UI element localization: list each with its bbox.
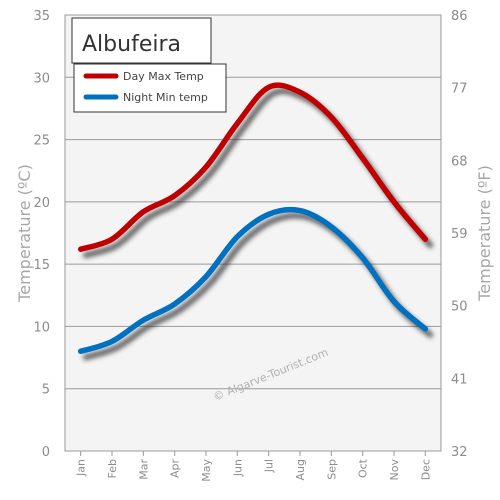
legend: Day Max Temp Night Min temp: [73, 63, 227, 113]
x-tick-label: Sep: [325, 459, 338, 480]
y-right-tick-label: 41: [451, 372, 468, 387]
x-tick-label: Apr: [169, 459, 182, 479]
y-tick-label: 35: [33, 9, 50, 24]
x-tick-label: Jul: [263, 459, 276, 473]
x-tick-label: Nov: [388, 459, 401, 481]
y-right-tick-label: 32: [451, 445, 468, 460]
y-tick-label: 15: [33, 258, 50, 273]
legend-box: [73, 63, 227, 113]
legend-label-1: Night Min temp: [123, 91, 208, 104]
x-tick-label: May: [200, 459, 213, 482]
chart-title-box: Albufeira: [71, 17, 212, 64]
series-line-1: [77, 206, 429, 355]
x-axis-ticks: Jan Feb Mar Apr May Jun Jul Aug Sep Oct Nov Dec: [75, 451, 432, 482]
x-tick-label: Mar: [137, 459, 150, 480]
gridlines: [65, 14, 441, 452]
series-line-0: [77, 82, 429, 252]
x-tick-label: Aug: [294, 459, 307, 480]
legend-label-0: Day Max Temp: [123, 70, 204, 83]
y-tick-label: 0: [42, 445, 50, 460]
y-right-tick-label: 77: [451, 82, 468, 97]
y-tick-label: 10: [33, 320, 50, 335]
left-axis-ticks: 0 5 10 15 20 25 30 35: [33, 9, 50, 460]
y-tick-label: 25: [33, 134, 50, 149]
chart-title: Albufeira: [82, 32, 181, 57]
y-tick-label: 20: [33, 196, 50, 211]
x-tick-label: Jun: [231, 459, 244, 477]
series-lines: [77, 82, 429, 355]
x-tick-label: Feb: [106, 459, 119, 478]
y-right-tick-label: 59: [451, 227, 468, 242]
x-tick-label: Oct: [357, 458, 370, 478]
y-right-tick-label: 50: [451, 300, 468, 315]
y-right-tick-label: 86: [451, 9, 468, 24]
right-axis-ticks: 32 41 50 59 68 77 86: [451, 9, 468, 460]
y-right-tick-label: 68: [451, 154, 468, 169]
title-frame: [71, 17, 212, 64]
right-axis-title: Temperature (ºF): [475, 165, 494, 302]
left-axis-title: Temperature (ºC): [15, 164, 34, 303]
x-tick-label: Jan: [75, 459, 88, 477]
x-tick-label: Dec: [419, 459, 432, 480]
y-tick-label: 5: [42, 383, 50, 398]
y-tick-label: 30: [33, 71, 50, 86]
